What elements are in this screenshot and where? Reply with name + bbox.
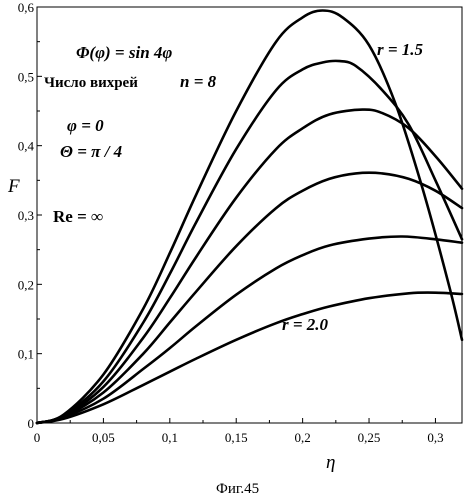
x-tick-label: 0,15 [225, 430, 248, 445]
x-tick-label: 0,25 [358, 430, 381, 445]
r-bottom-label: r = 2.0 [282, 315, 329, 334]
y-axis-label: F [7, 176, 20, 197]
x-tick-label: 0 [34, 430, 41, 445]
x-tick-label: 0,2 [295, 430, 311, 445]
vortex-count-label: Число вихрей [44, 75, 138, 91]
y-tick-label: 0,4 [18, 139, 35, 154]
series-line-6 [37, 293, 462, 423]
theta-annotation: Θ = π / 4 [60, 142, 122, 161]
formula-annotation: Φ(φ) = sin 4φ [76, 43, 172, 62]
vortex-count-value: n = 8 [180, 72, 217, 91]
figure-caption: Фиг.45 [216, 481, 259, 497]
reynolds-annotation: Re = ∞ [53, 207, 103, 226]
x-axis-label: η [326, 452, 335, 473]
y-tick-label: 0,2 [18, 277, 34, 292]
y-tick-label: 0,6 [18, 0, 35, 15]
y-tick-label: 0,1 [18, 347, 34, 362]
y-tick-label: 0,3 [18, 208, 34, 223]
phi-annotation: φ = 0 [67, 116, 104, 135]
x-tick-label: 0,05 [92, 430, 115, 445]
x-tick-label: 0,1 [162, 430, 178, 445]
y-tick-label: 0,5 [18, 69, 34, 84]
x-tick-label: 0,3 [427, 430, 443, 445]
r-top-label: r = 1.5 [377, 40, 424, 59]
y-tick-label: 0 [28, 416, 35, 431]
